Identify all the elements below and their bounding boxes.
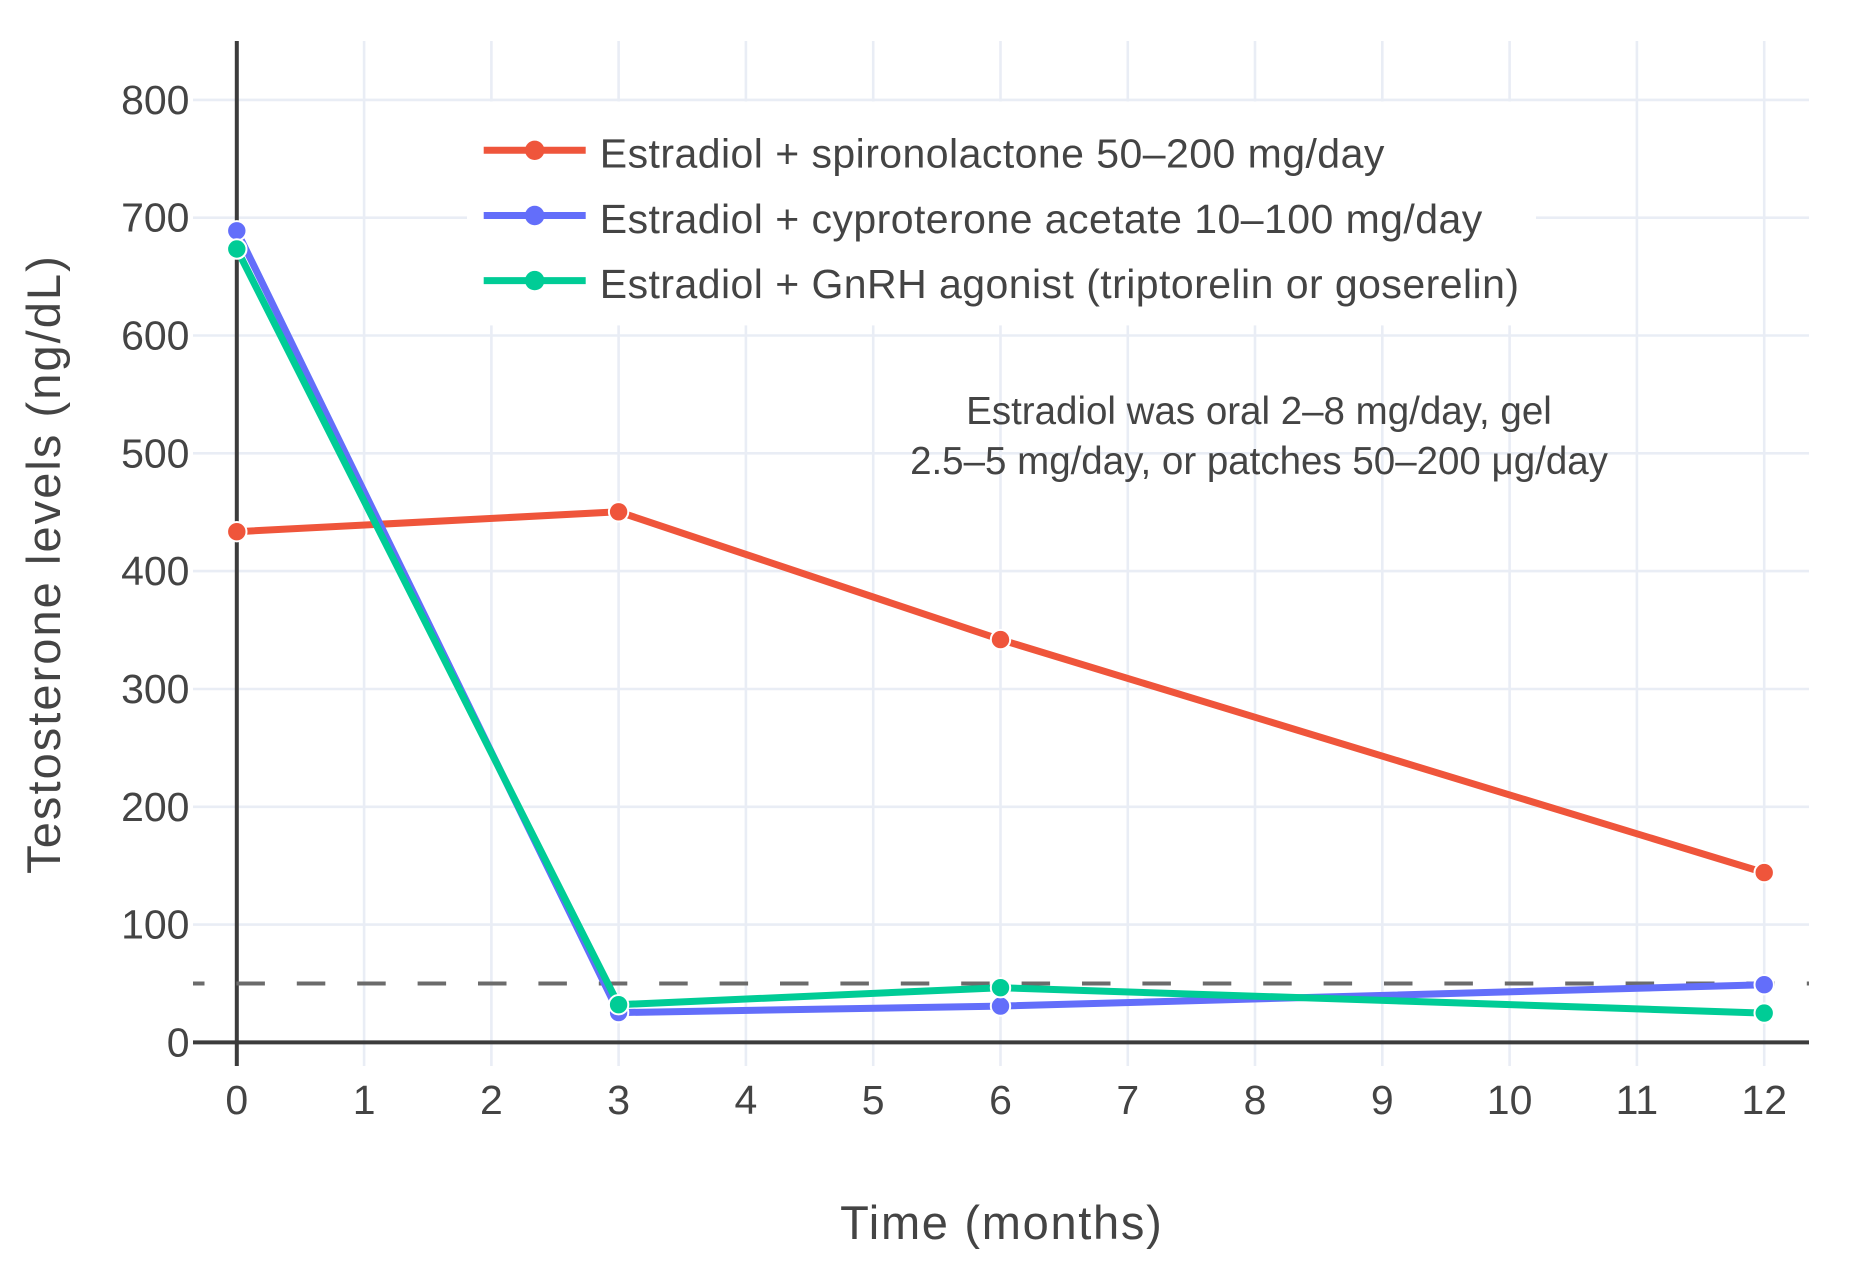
svg-text:Estradiol + cyproterone acetat: Estradiol + cyproterone acetate 10–100 m… xyxy=(600,196,1483,242)
svg-text:200: 200 xyxy=(121,784,189,830)
svg-text:800: 800 xyxy=(121,77,189,123)
svg-text:3: 3 xyxy=(607,1077,630,1123)
svg-text:0: 0 xyxy=(167,1019,190,1065)
svg-text:5: 5 xyxy=(862,1077,885,1123)
svg-text:Time (months): Time (months) xyxy=(840,1196,1163,1249)
svg-text:Estradiol + spironolactone 50–: Estradiol + spironolactone 50–200 mg/day xyxy=(600,131,1385,177)
svg-text:1: 1 xyxy=(353,1077,376,1123)
svg-text:6: 6 xyxy=(989,1077,1012,1123)
svg-text:12: 12 xyxy=(1741,1077,1787,1123)
svg-text:300: 300 xyxy=(121,666,189,712)
svg-text:700: 700 xyxy=(121,195,189,241)
svg-text:4: 4 xyxy=(734,1077,757,1123)
svg-text:100: 100 xyxy=(121,902,189,948)
svg-text:9: 9 xyxy=(1371,1077,1394,1123)
svg-text:500: 500 xyxy=(121,430,189,476)
svg-text:8: 8 xyxy=(1244,1077,1267,1123)
svg-text:2.5–5 mg/day, or patches 50–20: 2.5–5 mg/day, or patches 50–200 μg/day xyxy=(910,440,1609,483)
svg-text:Testosterone levels (ng/dL): Testosterone levels (ng/dL) xyxy=(17,254,70,874)
svg-text:2: 2 xyxy=(480,1077,503,1123)
svg-text:Estradiol was oral 2–8 mg/day,: Estradiol was oral 2–8 mg/day, gel xyxy=(966,390,1552,433)
svg-text:400: 400 xyxy=(121,548,189,594)
svg-text:11: 11 xyxy=(1616,1077,1659,1123)
svg-text:0: 0 xyxy=(225,1077,248,1123)
svg-text:10: 10 xyxy=(1487,1077,1533,1123)
svg-text:Estradiol + GnRH agonist (trip: Estradiol + GnRH agonist (triptorelin or… xyxy=(600,261,1520,307)
svg-text:7: 7 xyxy=(1116,1077,1139,1123)
svg-text:600: 600 xyxy=(121,313,189,359)
